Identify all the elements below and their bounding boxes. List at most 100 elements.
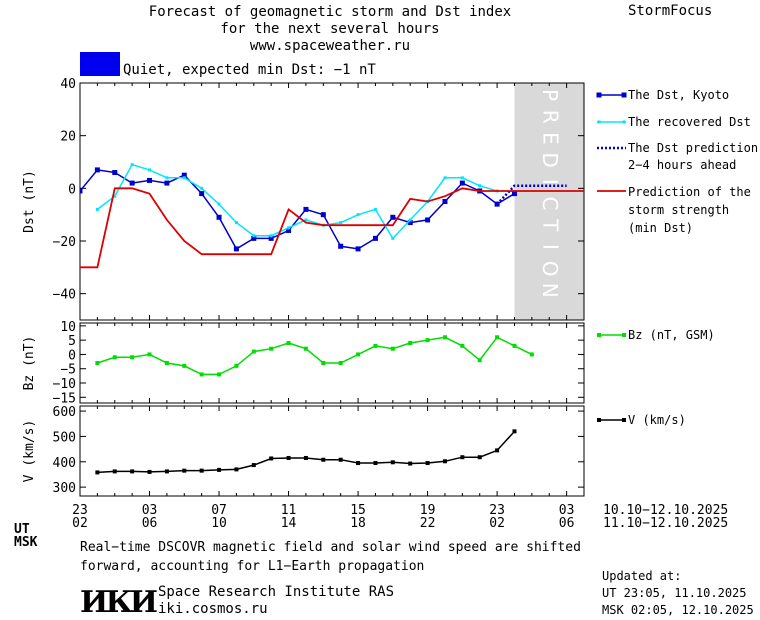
ut-tick-label: 07 bbox=[211, 503, 227, 518]
ut-tick-label: 23 bbox=[489, 503, 505, 518]
data-point bbox=[286, 227, 292, 233]
iki-logo: ИКИ bbox=[80, 585, 158, 620]
y-tick-label: −40 bbox=[53, 288, 76, 303]
data-point bbox=[339, 221, 343, 225]
data-point bbox=[321, 361, 326, 365]
y-tick-label: 5 bbox=[68, 334, 76, 349]
data-point bbox=[356, 213, 360, 217]
data-point bbox=[512, 429, 517, 434]
status-color-chip bbox=[80, 52, 120, 76]
legend-bz: Bz (nT, GSM) bbox=[628, 328, 715, 342]
data-point bbox=[442, 459, 447, 464]
data-point bbox=[95, 470, 100, 475]
y-tick-label: 40 bbox=[60, 77, 76, 92]
legend-storm-strength-2: storm strength bbox=[628, 203, 730, 217]
legend-storm-strength-3: (min Dst) bbox=[628, 221, 694, 235]
data-point bbox=[408, 341, 413, 345]
data-point bbox=[478, 184, 482, 188]
legend-marker bbox=[597, 333, 601, 337]
prediction-zone-letter: O bbox=[538, 261, 562, 277]
y-tick-label: −10 bbox=[53, 377, 76, 392]
msk-date-range: 11.10−12.10.2025 bbox=[603, 516, 729, 531]
data-point bbox=[251, 349, 256, 354]
data-point bbox=[181, 172, 187, 178]
data-point bbox=[251, 235, 257, 241]
data-point bbox=[320, 212, 326, 218]
data-point bbox=[269, 456, 274, 461]
v-panel: 300 400 500 600 V (km/s) bbox=[22, 405, 585, 497]
data-point bbox=[512, 343, 517, 348]
updated-ut: UT 23:05, 11.10.2025 bbox=[602, 586, 747, 600]
y-tick-label: −15 bbox=[53, 391, 76, 406]
data-point bbox=[286, 455, 291, 460]
v-panel-frame bbox=[79, 405, 585, 497]
data-point bbox=[443, 176, 447, 180]
series-line-0 bbox=[97, 336, 533, 376]
data-point bbox=[460, 343, 465, 348]
y-tick-label: 400 bbox=[53, 456, 76, 471]
brand-name: StormFocus bbox=[628, 3, 713, 19]
data-point bbox=[303, 346, 308, 351]
data-point bbox=[112, 469, 117, 474]
ut-tick-label: 19 bbox=[420, 503, 436, 518]
data-point bbox=[269, 234, 273, 238]
msk-tick-label: 06 bbox=[559, 516, 575, 531]
data-point bbox=[391, 236, 395, 240]
data-point bbox=[407, 220, 413, 226]
data-point bbox=[442, 199, 448, 204]
data-point bbox=[495, 335, 500, 340]
data-point bbox=[199, 372, 204, 377]
data-point bbox=[303, 206, 309, 212]
legend-marker bbox=[622, 120, 626, 124]
updated-msk: MSK 02:05, 12.10.2025 bbox=[602, 603, 754, 617]
data-point bbox=[252, 234, 256, 238]
institute-site[interactable]: iki.cosmos.ru bbox=[158, 601, 268, 617]
prediction-zone-letter: I bbox=[538, 179, 562, 185]
data-point bbox=[286, 341, 291, 345]
msk-axis-label: MSK bbox=[14, 535, 38, 550]
data-point bbox=[200, 186, 204, 190]
ut-date-range: 10.10−12.10.2025 bbox=[603, 503, 729, 518]
legend-marker bbox=[596, 92, 602, 98]
y-tick-label: 500 bbox=[53, 430, 76, 445]
y-tick-label: 10 bbox=[60, 320, 76, 335]
legend-marker bbox=[621, 92, 627, 98]
msk-tick-label: 18 bbox=[350, 516, 366, 531]
data-point bbox=[425, 338, 430, 343]
legend-marker bbox=[597, 418, 601, 422]
legend-dst-prediction-2: 2−4 hours ahead bbox=[628, 158, 737, 172]
data-point bbox=[408, 461, 413, 466]
y-axis-label: Dst (nT) bbox=[22, 170, 37, 233]
msk-tick-label: 02 bbox=[72, 516, 88, 531]
data-point bbox=[460, 176, 464, 180]
data-point bbox=[495, 448, 500, 453]
data-point bbox=[94, 167, 100, 173]
y-axis-label: Bz (nT) bbox=[22, 336, 37, 391]
data-point bbox=[373, 207, 377, 211]
data-point bbox=[217, 372, 222, 377]
y-axis-label: V (km/s) bbox=[22, 420, 37, 483]
y-tick-label: 0 bbox=[68, 348, 76, 363]
series-line-3 bbox=[80, 187, 584, 269]
data-point bbox=[372, 235, 378, 241]
data-point bbox=[390, 460, 395, 465]
data-point bbox=[459, 180, 465, 186]
prediction-zone-letter: D bbox=[538, 152, 562, 167]
legend-recovered-dst: The recovered Dst bbox=[628, 115, 751, 129]
prediction-zone bbox=[514, 83, 584, 320]
msk-tick-label: 22 bbox=[420, 516, 436, 531]
data-point bbox=[511, 191, 517, 197]
data-point bbox=[321, 457, 326, 462]
institute-name: Space Research Institute RAS bbox=[158, 584, 395, 600]
y-tick-label: 300 bbox=[53, 481, 76, 496]
msk-tick-label: 14 bbox=[281, 516, 297, 531]
legend-marker bbox=[622, 418, 626, 422]
series-line-1 bbox=[96, 163, 498, 240]
data-point bbox=[408, 218, 412, 222]
data-point bbox=[425, 461, 430, 466]
data-point bbox=[182, 468, 187, 473]
data-point bbox=[95, 207, 99, 211]
bz-panel-frame bbox=[79, 322, 585, 404]
site-url[interactable]: www.spaceweather.ru bbox=[249, 38, 411, 54]
data-point bbox=[355, 246, 361, 252]
